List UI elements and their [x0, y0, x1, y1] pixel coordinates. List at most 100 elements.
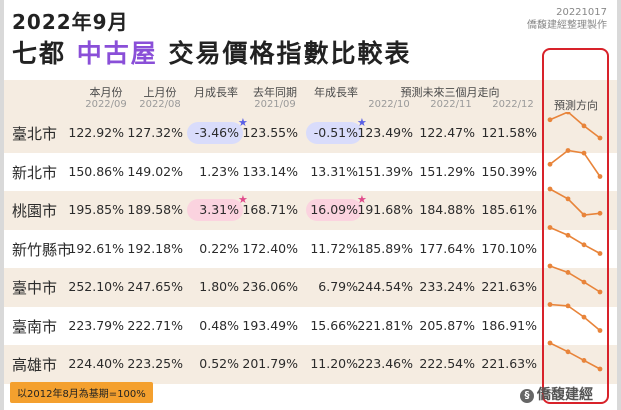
base-period-note: 以2012年8月為基期=100%: [10, 382, 153, 403]
trend-point: [581, 314, 587, 320]
table-cell-prev: 247.65%: [127, 279, 183, 294]
table-cell-forecast: 121.58%: [481, 125, 537, 140]
table-cell-forecast: 191.68%: [357, 202, 413, 217]
table-cell-cur: 150.86%: [68, 163, 124, 179]
trend-point: [565, 349, 571, 355]
table-cell-forecast: 186.91%: [481, 317, 537, 333]
trend-point: [547, 340, 553, 346]
trend-point: [565, 112, 571, 115]
trend-line: [549, 112, 601, 139]
frame-left: [0, 0, 4, 410]
trend-point: [547, 161, 553, 167]
trend-point: [597, 328, 603, 333]
star-icon: ★: [357, 193, 367, 206]
trend-point: [581, 123, 587, 129]
highlight-pill: [306, 122, 362, 144]
table-cell-forecast: 151.29%: [419, 163, 475, 179]
table-cell-mom: 3.31%: [199, 202, 239, 217]
highlight-pill: [187, 122, 243, 144]
trend-point: [547, 225, 553, 230]
table-cell-yoy: -0.51%: [313, 125, 358, 140]
table-cell-yoy: 15.66%: [310, 317, 358, 333]
column-header-direction: 預測方向: [554, 99, 598, 112]
table-cell-forecast: 233.24%: [419, 279, 475, 294]
table-cell-mom: 1.80%: [199, 279, 239, 294]
table-cell-lastyear: 201.79%: [242, 356, 298, 371]
column-header: 本月份: [89, 86, 123, 99]
trend-line: [549, 303, 601, 332]
trend-line: [549, 265, 601, 293]
column-header-sub: 2022/08: [139, 99, 181, 110]
row-band: [4, 268, 617, 307]
city-name: 臺中市: [12, 279, 58, 297]
table-cell-forecast: 221.63%: [481, 279, 537, 294]
column-header: 年成長率: [314, 86, 358, 99]
trend-point: [581, 212, 587, 218]
forecast-trend-chart: [547, 112, 603, 372]
trend-point: [581, 279, 587, 285]
table-cell-lastyear: 123.55%: [242, 125, 298, 140]
trend-line: [549, 188, 601, 216]
table-cell-lastyear: 193.49%: [242, 317, 298, 333]
table-cell-prev: 149.02%: [127, 163, 183, 179]
star-icon: ★: [238, 116, 248, 129]
trend-line: [549, 149, 601, 177]
table-cell-lastyear: 172.40%: [242, 240, 298, 256]
table-cell-mom: 1.23%: [199, 163, 239, 179]
forecast-month-header: 2022/11: [430, 99, 472, 110]
city-name: 桃園市: [12, 202, 58, 220]
table-cell-forecast: 150.39%: [481, 163, 537, 179]
stamp: 20221017 僑馥建經整理製作: [527, 6, 607, 32]
header-band: [4, 80, 617, 114]
trend-point: [547, 263, 553, 269]
trend-point: [565, 232, 571, 238]
table-cell-forecast: 170.10%: [481, 240, 537, 256]
table-cell-forecast: 185.89%: [357, 240, 413, 256]
trend-point: [597, 251, 603, 256]
trend-point: [597, 135, 603, 141]
column-header-forecast: 預測未來三個月走向: [400, 86, 500, 99]
table-cell-yoy: 13.31%: [310, 163, 358, 179]
trend-line: [549, 342, 601, 370]
table-cell-mom: -3.46%: [194, 125, 239, 140]
table-cell-cur: 122.92%: [68, 125, 124, 140]
city-name: 新竹縣市: [12, 240, 73, 259]
table-cell-forecast: 223.46%: [357, 356, 413, 371]
table-cell-cur: 252.10%: [68, 279, 124, 294]
star-icon: ★: [357, 116, 367, 129]
title-date: 2022年9月: [12, 10, 129, 34]
trend-line: [549, 226, 601, 255]
table-cell-forecast: 151.39%: [357, 163, 413, 179]
table-cell-yoy: 16.09%: [310, 202, 358, 217]
trend-point: [547, 186, 553, 192]
table-cell-forecast: 177.64%: [419, 240, 475, 256]
table-cell-yoy: 11.72%: [310, 240, 358, 256]
title-suffix: 交易價格指數比較表: [168, 39, 412, 68]
table-cell-prev: 222.71%: [127, 317, 183, 333]
page-title: 七都 中古屋 交易價格指數比較表: [12, 34, 411, 70]
title-highlight: 中古屋: [76, 39, 158, 68]
forecast-month-header: 2022/12: [492, 99, 534, 110]
trend-point: [565, 270, 571, 275]
trend-point: [581, 358, 587, 363]
trend-point: [597, 289, 603, 295]
forecast-direction-box: [542, 48, 609, 404]
table-cell-prev: 189.58%: [127, 202, 183, 217]
column-header: 上月份: [143, 86, 177, 99]
highlight-pill: [187, 199, 243, 221]
city-name: 臺南市: [12, 317, 58, 336]
trend-point: [565, 196, 571, 202]
column-header-sub: 2022/09: [85, 99, 127, 110]
table-cell-prev: 127.32%: [127, 125, 183, 140]
trend-point: [597, 210, 603, 216]
table-cell-mom: 0.48%: [199, 317, 239, 333]
trend-point: [581, 242, 587, 248]
trend-point: [597, 366, 603, 372]
trend-point: [565, 303, 571, 309]
logo-text: 僑馥建經: [537, 387, 593, 403]
forecast-month-header: 2022/10: [368, 99, 410, 110]
stamp-date: 20221017: [556, 7, 607, 18]
table-cell-lastyear: 236.06%: [242, 279, 298, 294]
table-cell-forecast: 221.81%: [357, 317, 413, 333]
table-cell-forecast: 222.54%: [419, 356, 475, 371]
